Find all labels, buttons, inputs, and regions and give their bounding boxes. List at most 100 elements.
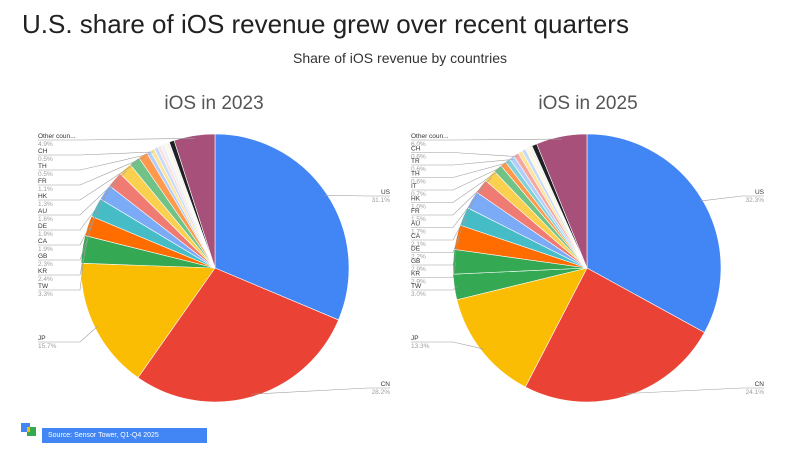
pie-label-name: JP — [38, 335, 46, 342]
pie-label-value: 6.0% — [411, 141, 426, 148]
pie-label-value: 1.7% — [411, 229, 426, 236]
pie-label-value: 1.9% — [38, 246, 53, 253]
pie-label-name: Other coun... — [411, 133, 449, 140]
pie1-leader-line — [38, 153, 150, 171]
pie2-leader-line — [411, 286, 458, 291]
pie-label-value: 1.9% — [38, 231, 53, 238]
pie-label-name: CN — [755, 381, 765, 388]
pie2-leader-line — [411, 261, 457, 278]
pie-label-value: 15.7% — [38, 343, 57, 350]
pie-label-name: JP — [411, 335, 419, 342]
pie2-leader-line — [411, 177, 492, 216]
pie-label-name: CA — [411, 233, 421, 240]
pie-label-name: TR — [411, 158, 420, 165]
pie2-leader-line — [411, 165, 505, 191]
pie-label-value: 3.3% — [38, 291, 53, 298]
pie-label-value: 0.6% — [411, 179, 426, 186]
pie1-leader-line — [38, 138, 195, 141]
pie2-leader-line — [411, 159, 514, 166]
pie-label-name: HK — [38, 193, 48, 200]
chart-title-2023: iOS in 2023 — [164, 93, 264, 114]
pie-label-name: DE — [38, 223, 48, 230]
pie1-leader-line — [38, 151, 154, 156]
pie-label-name: TH — [38, 163, 47, 170]
pie2-leader-line — [699, 195, 764, 202]
pie1-leader-line — [38, 170, 127, 216]
pie-label-value: 1.1% — [38, 186, 53, 193]
pie1-slice-cn — [137, 267, 339, 403]
pie-label-value: 2.4% — [38, 276, 53, 283]
pie-label-name: US — [381, 189, 391, 196]
pie-label-name: GB — [411, 258, 420, 265]
pie2-leader-line — [411, 341, 484, 350]
pie2-leader-line — [411, 152, 518, 157]
pie-label-name: US — [755, 189, 765, 196]
pie-label-value: 1.6% — [38, 216, 53, 223]
pie2-leader-line — [625, 387, 764, 394]
pie1-leader-line — [38, 162, 137, 201]
pie-label-name: TW — [411, 283, 422, 290]
pie-label-name: IT — [411, 183, 417, 190]
pie1-leader-line — [38, 157, 145, 186]
pie2-slice-us — [586, 133, 722, 333]
pie-label-name: DE — [411, 246, 421, 253]
pie-label-name: AU — [411, 221, 420, 228]
pie-label-name: FR — [38, 178, 47, 185]
pie-label-name: HK — [411, 196, 421, 203]
pie-label-value: 28.2% — [372, 389, 391, 396]
pie-label-value: 3.0% — [411, 291, 426, 298]
pie-label-value: 13.3% — [411, 343, 430, 350]
pie-label-value: 1.0% — [411, 204, 426, 211]
pie1-leader-line — [38, 326, 98, 343]
pie2-slice-cn — [524, 267, 705, 403]
pie-label-value: 0.6% — [411, 166, 426, 173]
sensor-tower-logo-icon — [21, 423, 36, 436]
pie1-leader-line — [324, 195, 390, 197]
pie2-leader-line — [411, 237, 460, 266]
pie-label-value: 1.3% — [38, 201, 53, 208]
pie1-slice-us — [214, 133, 350, 321]
pie2-slice-other-coun- — [536, 133, 588, 269]
pie2-slice-jp — [456, 267, 588, 388]
pie-label-value: 0.5% — [38, 171, 53, 178]
pie-label-name: CH — [411, 146, 421, 153]
pie-label-name: TH — [411, 171, 420, 178]
pie-label-value: 2.3% — [38, 261, 53, 268]
pie-label-name: FR — [411, 208, 420, 215]
pie-label-name: GB — [38, 253, 47, 260]
page-subtitle: Share of iOS revenue by countries — [292, 50, 507, 66]
pie-label-value: 31.1% — [372, 197, 391, 204]
pie-label-name: Other coun... — [38, 133, 76, 140]
pie-label-value: 1.5% — [411, 216, 426, 223]
pie1-leader-line — [38, 208, 99, 261]
pie2-leader-line — [411, 162, 510, 178]
pie-label-value: 0.6% — [411, 154, 426, 161]
pie-label-value: 0.7% — [411, 191, 426, 198]
pie-label-name: CH — [38, 148, 48, 155]
pie2-leader-line — [411, 187, 484, 228]
pie2-leader-line — [411, 138, 562, 141]
pie2-leader-line — [411, 217, 467, 253]
pie1-slice-jp — [80, 262, 216, 379]
pie-label-value: 2.9% — [411, 266, 426, 273]
pie-label-value: 4.9% — [38, 141, 53, 148]
pie-label-value: 2.1% — [411, 241, 426, 248]
pie-label-value: 2.9% — [411, 279, 426, 286]
source-note: Source: Sensor Tower, Q1-Q4 2025 — [42, 428, 207, 443]
pie-label-name: KR — [38, 268, 47, 275]
pie-label-name: KR — [411, 271, 420, 278]
pie-label-value: 0.5% — [38, 156, 53, 163]
pie2-leader-line — [411, 170, 500, 203]
pie-label-value: 24.1% — [746, 389, 765, 396]
pie1-slice-other-coun- — [173, 133, 216, 269]
pie-label-value: 32.3% — [746, 197, 765, 204]
pie-label-name: CN — [381, 381, 391, 388]
pie1-leader-line — [251, 387, 390, 395]
pie1-leader-line — [38, 193, 108, 246]
chart-title-2025: iOS in 2025 — [538, 93, 638, 114]
pie-label-name: TW — [38, 283, 49, 290]
pie-label-name: CA — [38, 238, 48, 245]
pie2-leader-line — [411, 200, 475, 241]
pie-label-value: 2.2% — [411, 254, 426, 261]
